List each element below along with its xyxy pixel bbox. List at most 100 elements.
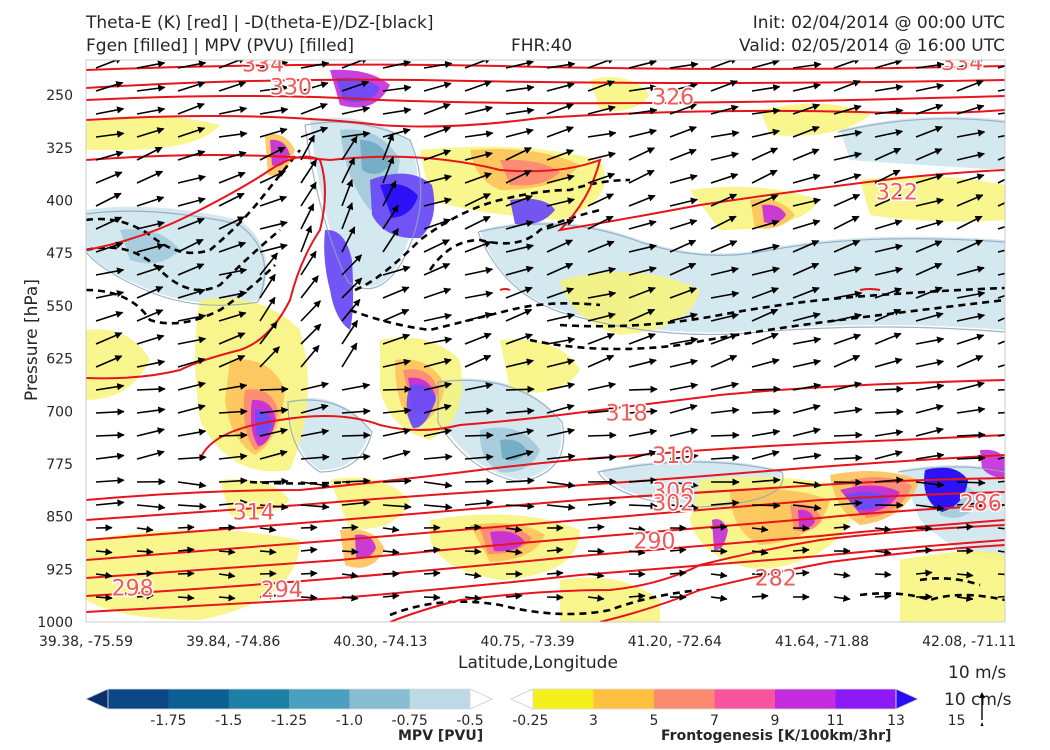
wind-arrow bbox=[341, 80, 370, 92]
wind-arrow bbox=[136, 525, 154, 533]
wind-arrow bbox=[218, 408, 248, 416]
wind-arrow bbox=[751, 219, 780, 230]
wind-arrow bbox=[669, 61, 699, 69]
wind-arrow bbox=[341, 202, 354, 230]
wind-arrow bbox=[259, 273, 276, 299]
wind-arrow bbox=[300, 134, 315, 161]
wind-arrow bbox=[628, 219, 657, 230]
wind-arrow bbox=[710, 381, 739, 391]
wind-arrow bbox=[546, 82, 575, 92]
wind-arrow bbox=[300, 524, 318, 532]
wind-arrow bbox=[259, 220, 288, 230]
wind-arrow bbox=[792, 427, 821, 437]
wind-arrow bbox=[956, 479, 986, 487]
wind-arrow bbox=[300, 428, 330, 437]
x-tick-label: 40.30, -74.13 bbox=[333, 634, 427, 650]
wind-arrow bbox=[218, 80, 247, 92]
wind-arrow bbox=[874, 570, 892, 579]
wind-arrow bbox=[95, 267, 125, 276]
wind-arrow bbox=[300, 403, 329, 414]
wind-arrow bbox=[177, 523, 195, 532]
y-tick-label: 325 bbox=[46, 141, 73, 157]
wind-arrow bbox=[136, 309, 164, 322]
wind-arrow bbox=[833, 312, 863, 322]
wind-arrow bbox=[259, 427, 288, 437]
wind-arrow bbox=[915, 480, 945, 489]
wind-arrow bbox=[464, 215, 491, 230]
wind-arrow bbox=[710, 454, 740, 462]
wind-arrow bbox=[464, 266, 494, 276]
wind-arrow bbox=[956, 406, 986, 414]
wind-arrow bbox=[956, 523, 974, 531]
wind-arrow bbox=[587, 60, 615, 69]
wind-arrow bbox=[218, 499, 248, 507]
wind-arrow bbox=[669, 312, 698, 322]
wind-arrow bbox=[751, 147, 779, 161]
wind-arrow bbox=[587, 266, 617, 276]
wind-arrow bbox=[628, 107, 658, 115]
wind-arrow bbox=[587, 332, 615, 345]
wind-arrow bbox=[341, 226, 356, 253]
wind-arrow bbox=[956, 431, 986, 439]
wind-arrow bbox=[505, 308, 533, 322]
wind-arrow bbox=[997, 456, 1005, 460]
wind-arrow bbox=[833, 406, 863, 414]
wind-arrow bbox=[177, 60, 207, 69]
wind-arrow bbox=[997, 317, 1005, 322]
wind-arrow bbox=[423, 197, 452, 207]
wind-arrow bbox=[341, 523, 359, 532]
wind-arrow bbox=[505, 358, 534, 368]
wind-arrow bbox=[464, 453, 494, 461]
wind-arrow bbox=[423, 287, 452, 299]
wind-arrow bbox=[95, 290, 125, 299]
valid-time: Valid: 02/05/2014 @ 16:00 UTC bbox=[739, 36, 1005, 56]
wind-arrow bbox=[341, 342, 358, 368]
wind-arrow bbox=[587, 290, 617, 299]
wind-arrow bbox=[792, 197, 821, 207]
wind-arrow bbox=[792, 504, 822, 512]
y-tick-label: 850 bbox=[46, 510, 73, 526]
wind-arrow bbox=[587, 571, 605, 579]
wind-arrow bbox=[546, 503, 576, 511]
wind-arrow bbox=[300, 181, 317, 207]
wind-arrow bbox=[587, 80, 615, 92]
wind-arrow bbox=[382, 407, 412, 415]
wind-arrow bbox=[341, 548, 359, 556]
wind-arrow bbox=[136, 503, 166, 511]
wind-arrow bbox=[382, 385, 412, 393]
wind-arrow bbox=[751, 60, 780, 69]
wind-arrow bbox=[300, 381, 329, 391]
wind-arrow bbox=[587, 354, 615, 368]
wind-arrow bbox=[505, 243, 534, 253]
theta-e-label: 302 bbox=[652, 492, 694, 517]
wind-arrow bbox=[546, 358, 575, 368]
wind-arrow bbox=[546, 174, 575, 184]
wind-arrow bbox=[628, 169, 655, 184]
wind-arrow bbox=[95, 216, 123, 230]
wind-arrow bbox=[423, 381, 453, 391]
wind-arrow bbox=[669, 503, 699, 512]
wind-arrow bbox=[997, 550, 1005, 553]
wind-arrow bbox=[423, 103, 451, 115]
wind-arrow bbox=[95, 383, 125, 391]
wind-arrow bbox=[259, 548, 277, 556]
wind-arrow bbox=[464, 382, 494, 391]
wind-arrow bbox=[628, 333, 656, 345]
wind-arrow bbox=[874, 525, 892, 533]
theta-e-label: 334 bbox=[242, 53, 284, 78]
wind-arrow bbox=[177, 196, 206, 207]
wind-arrow bbox=[505, 592, 523, 600]
wind-arrow bbox=[177, 149, 206, 161]
wind-arrow bbox=[382, 60, 412, 69]
wind-arrow bbox=[382, 502, 412, 511]
wind-arrow bbox=[136, 243, 165, 253]
wind-arrow bbox=[464, 105, 493, 115]
wind-arrow bbox=[341, 130, 371, 138]
wind-arrow bbox=[341, 298, 361, 322]
wind-arrow bbox=[136, 264, 165, 276]
wind-arrow bbox=[956, 239, 984, 253]
wind-arrow bbox=[95, 60, 123, 69]
wind-arrow bbox=[136, 334, 165, 345]
wind-arrow bbox=[628, 502, 658, 510]
wind-arrow bbox=[259, 146, 286, 161]
